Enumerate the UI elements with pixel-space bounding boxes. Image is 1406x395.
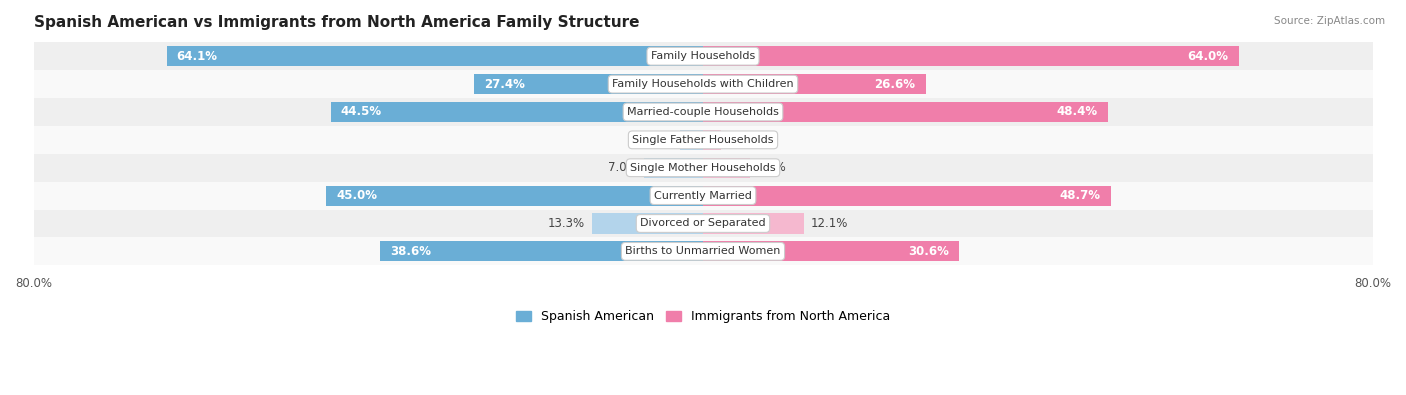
- Bar: [703, 130, 721, 150]
- Bar: [474, 74, 703, 94]
- Bar: [703, 158, 749, 178]
- Text: 38.6%: 38.6%: [389, 245, 432, 258]
- Text: Currently Married: Currently Married: [654, 191, 752, 201]
- Bar: [703, 241, 959, 261]
- Text: 12.1%: 12.1%: [811, 217, 848, 230]
- Text: 26.6%: 26.6%: [875, 77, 915, 90]
- Bar: [34, 98, 1372, 126]
- Text: Single Mother Households: Single Mother Households: [630, 163, 776, 173]
- Bar: [644, 158, 703, 178]
- Bar: [34, 126, 1372, 154]
- Text: 64.1%: 64.1%: [177, 50, 218, 63]
- Bar: [592, 213, 703, 233]
- Bar: [703, 74, 925, 94]
- Text: 64.0%: 64.0%: [1188, 50, 1229, 63]
- Text: Single Father Households: Single Father Households: [633, 135, 773, 145]
- Text: 48.7%: 48.7%: [1060, 189, 1101, 202]
- Text: 2.8%: 2.8%: [643, 134, 673, 147]
- Text: 44.5%: 44.5%: [340, 105, 382, 118]
- Text: Source: ZipAtlas.com: Source: ZipAtlas.com: [1274, 16, 1385, 26]
- Legend: Spanish American, Immigrants from North America: Spanish American, Immigrants from North …: [510, 305, 896, 328]
- Text: Divorced or Separated: Divorced or Separated: [640, 218, 766, 228]
- Text: 7.0%: 7.0%: [607, 161, 638, 174]
- Bar: [703, 186, 1111, 206]
- Bar: [330, 102, 703, 122]
- Bar: [34, 182, 1372, 210]
- Bar: [703, 213, 804, 233]
- Text: 13.3%: 13.3%: [548, 217, 585, 230]
- Text: 2.2%: 2.2%: [728, 134, 758, 147]
- Bar: [34, 210, 1372, 237]
- Bar: [34, 42, 1372, 70]
- Bar: [34, 154, 1372, 182]
- Bar: [679, 130, 703, 150]
- Text: Births to Unmarried Women: Births to Unmarried Women: [626, 246, 780, 256]
- Text: Family Households with Children: Family Households with Children: [612, 79, 794, 89]
- Bar: [166, 46, 703, 66]
- Text: 30.6%: 30.6%: [908, 245, 949, 258]
- Text: Married-couple Households: Married-couple Households: [627, 107, 779, 117]
- Text: 48.4%: 48.4%: [1057, 105, 1098, 118]
- Bar: [703, 102, 1108, 122]
- Bar: [703, 46, 1239, 66]
- Text: 27.4%: 27.4%: [484, 77, 524, 90]
- Bar: [380, 241, 703, 261]
- Text: Spanish American vs Immigrants from North America Family Structure: Spanish American vs Immigrants from Nort…: [34, 15, 638, 30]
- Bar: [34, 237, 1372, 265]
- Text: 5.6%: 5.6%: [756, 161, 786, 174]
- Bar: [326, 186, 703, 206]
- Text: 45.0%: 45.0%: [336, 189, 377, 202]
- Text: Family Households: Family Households: [651, 51, 755, 61]
- Bar: [34, 70, 1372, 98]
